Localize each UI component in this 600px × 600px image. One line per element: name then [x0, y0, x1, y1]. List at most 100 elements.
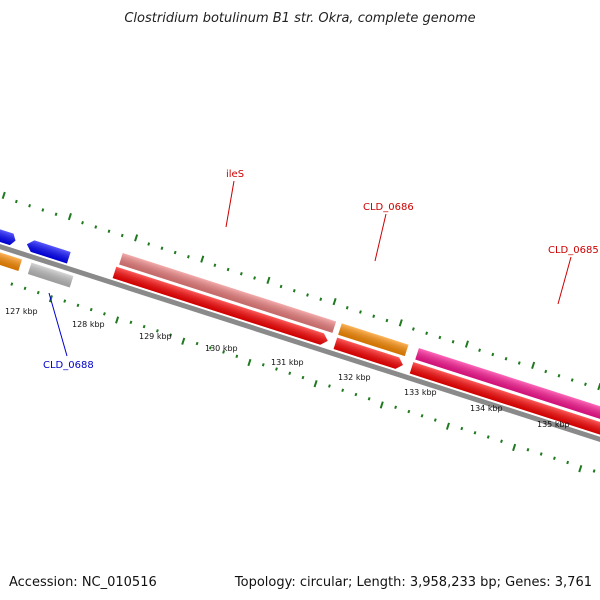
inner-tick — [63, 299, 67, 303]
outer-tick — [478, 348, 481, 352]
tick-label-134: 134 kbp — [470, 404, 503, 413]
inner-tick — [486, 435, 490, 439]
outer-tick — [372, 314, 376, 318]
inner-tick — [195, 341, 199, 346]
inner-tick — [36, 290, 40, 295]
inner-tick — [208, 346, 212, 350]
inner-tick — [566, 460, 570, 465]
outer-tick — [359, 310, 362, 314]
inner-tick — [460, 426, 464, 431]
inner-tick — [578, 465, 583, 473]
outer-tick — [173, 250, 177, 255]
outer-tick — [279, 284, 283, 289]
feature-red-cds-3[interactable] — [409, 362, 600, 438]
outer-tick — [306, 293, 309, 297]
outer-tick — [41, 208, 45, 212]
outer-tick — [557, 373, 561, 378]
outer-tick — [120, 233, 124, 238]
outer-tick — [213, 263, 217, 267]
inner-tick — [328, 384, 331, 388]
genome-track — [0, 191, 600, 473]
leader-line-ileS — [225, 180, 235, 228]
outer-tick — [597, 382, 600, 391]
feature-cld0685[interactable] — [415, 348, 600, 424]
outer-tick — [411, 327, 415, 331]
inner-tick — [169, 333, 173, 337]
outer-tick — [187, 255, 190, 259]
outer-tick — [239, 272, 243, 276]
leader-line-cld0685 — [557, 256, 572, 305]
outer-tick — [332, 297, 337, 306]
outer-tick — [544, 369, 548, 374]
inner-tick — [526, 448, 530, 452]
outer-tick — [398, 319, 403, 327]
feature-ileS[interactable] — [119, 253, 337, 333]
inner-tick — [261, 363, 265, 367]
outer-tick — [517, 361, 521, 365]
tick-label-127: 127 kbp — [5, 307, 38, 316]
tick-label-129: 129 kbp — [139, 332, 172, 341]
outer-tick — [584, 382, 587, 386]
outer-tick — [425, 331, 429, 335]
gene-label-cld0686[interactable]: CLD_0686 — [363, 202, 414, 213]
gene-label-cld0688[interactable]: CLD_0688 — [43, 360, 94, 371]
outer-tick — [345, 306, 349, 310]
outer-tick-ring — [1, 191, 600, 391]
inner-tick — [23, 286, 27, 291]
tick-label-128: 128 kbp — [72, 320, 105, 329]
inner-tick — [313, 380, 318, 388]
outer-tick — [81, 221, 84, 225]
gene-label-cld0685-group: CLD_0685 — [548, 245, 599, 305]
inner-tick — [512, 443, 517, 452]
inner-tick — [142, 324, 146, 329]
outer-tick — [570, 378, 574, 382]
gene-label-cld0685[interactable]: CLD_0685 — [548, 245, 599, 256]
inner-tick — [235, 354, 239, 359]
feature-cld0686[interactable] — [338, 323, 409, 357]
feature-red-cds-1[interactable] — [112, 266, 330, 347]
tick-label-132: 132 kbp — [338, 373, 371, 382]
inner-tick — [354, 392, 358, 397]
inner-tick — [155, 329, 159, 333]
inner-tick — [103, 312, 106, 316]
outer-tick — [54, 212, 58, 216]
outer-tick — [491, 352, 495, 357]
outer-tick — [253, 276, 256, 280]
inner-tick — [379, 401, 384, 409]
genome-backbone — [0, 231, 600, 457]
inner-tick — [539, 452, 543, 456]
outer-tick — [1, 191, 6, 200]
inner-tick — [115, 316, 120, 324]
gene-label-ileS-group: ileS — [225, 169, 244, 228]
map-title: Clostridium botulinum B1 str. Okra, comp… — [124, 11, 475, 26]
feature-red-cds-2[interactable] — [333, 337, 405, 371]
inner-tick — [394, 405, 398, 410]
accession-text: Accession: NC_010516 — [9, 575, 157, 590]
feature-blue-left-1[interactable] — [0, 224, 17, 247]
leader-line-cld0686 — [374, 213, 387, 262]
tick-label-135: 135 kbp — [537, 420, 570, 429]
feature-cld0688[interactable] — [27, 262, 74, 288]
outer-tick — [504, 357, 508, 361]
outer-tick — [134, 234, 139, 242]
inner-tick — [420, 414, 424, 418]
inner-tick — [275, 367, 278, 371]
outer-tick — [531, 361, 536, 369]
feature-orange-left[interactable] — [0, 245, 23, 271]
tick-label-group: 127 kbp 128 kbp 129 kbp 130 kbp 131 kbp … — [5, 307, 570, 429]
outer-tick — [226, 267, 230, 272]
inner-tick — [10, 282, 14, 286]
outer-tick — [160, 246, 164, 250]
inner-tick — [341, 388, 345, 393]
inner-tick-ring — [10, 282, 596, 473]
inner-tick — [592, 469, 596, 473]
outer-tick — [292, 289, 296, 293]
inner-tick — [553, 456, 556, 461]
outer-tick — [67, 212, 72, 221]
gene-label-cld0688-group: CLD_0688 — [43, 292, 94, 371]
leader-line-cld0688 — [48, 292, 68, 357]
inner-tick — [301, 375, 305, 380]
gene-label-ileS[interactable]: ileS — [226, 169, 244, 180]
outer-tick — [464, 340, 469, 348]
feature-blue-left-2[interactable] — [25, 239, 71, 264]
